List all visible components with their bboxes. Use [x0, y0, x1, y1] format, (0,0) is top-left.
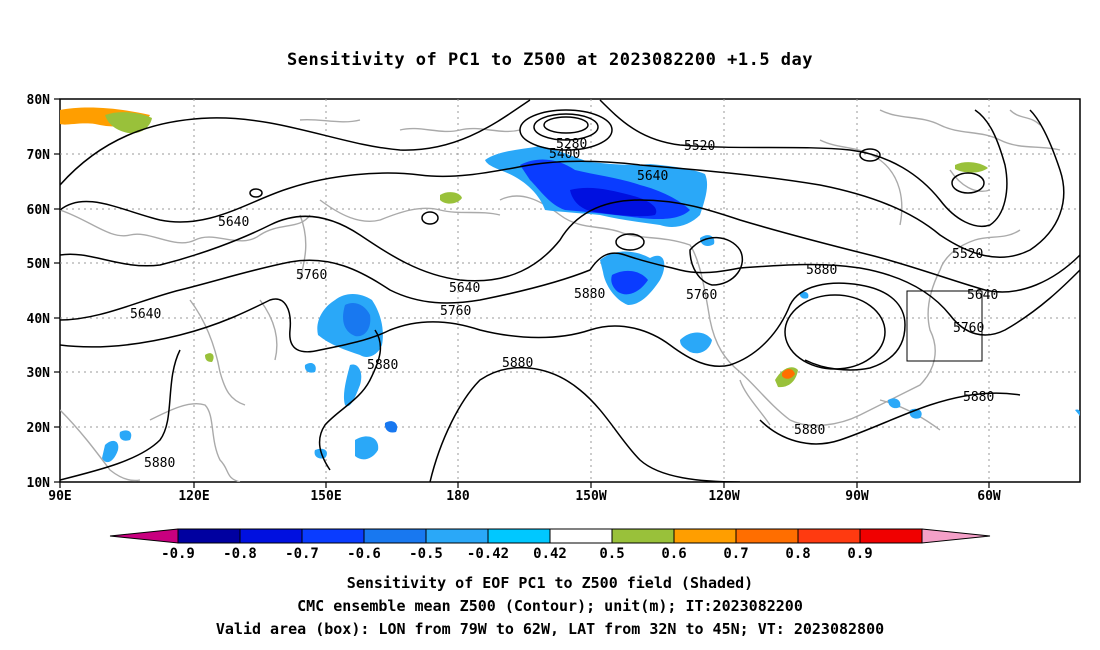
colorbar: -0.9 -0.8 -0.7 -0.6 -0.5 -0.42 0.42 0.5 0.6 0.7 0.…: [109, 528, 991, 562]
caption-valid-area: Valid area (box): LON from 79W to 62W, L…: [215, 620, 885, 638]
colorbar-segment: [177, 528, 241, 544]
contour-label: 5520: [684, 139, 715, 154]
contour-label: 5640: [967, 288, 998, 303]
contour-label: 5640: [218, 215, 249, 230]
colorbar-segment: [301, 528, 365, 544]
colorbar-label: 0.5: [599, 546, 624, 562]
colorbar-label: 0.8: [785, 546, 810, 562]
sensitivity-map: 5280 5400 5520 5640 5640 5640 5640 5520 …: [27, 93, 1081, 562]
colorbar-segment: [673, 528, 737, 544]
colorbar-segment: [239, 528, 303, 544]
contour-label: 5640: [637, 169, 668, 184]
contour-label: 5880: [502, 356, 533, 371]
axis-ticks: [54, 98, 990, 488]
contour-label: 5880: [794, 423, 825, 438]
colorbar-segment: [363, 528, 427, 544]
colorbar-arrow-high: [921, 528, 991, 544]
colorbar-arrow-low: [109, 528, 179, 544]
lat-label: 40N: [27, 312, 51, 327]
colorbar-segment: [735, 528, 799, 544]
colorbar-segment: [549, 528, 613, 544]
contour-label: 5760: [296, 268, 327, 283]
lat-label: 50N: [27, 257, 51, 272]
contour-label: 5760: [686, 288, 717, 303]
caption-shaded: Sensitivity of EOF PC1 to Z500 field (Sh…: [346, 574, 754, 592]
contour-labels: 5280 5400 5520 5640 5640 5640 5640 5520 …: [130, 137, 998, 471]
lon-label: 150E: [310, 489, 341, 504]
contour-label: 5640: [449, 281, 480, 296]
lon-label: 120W: [708, 489, 739, 504]
lat-label: 80N: [27, 93, 51, 108]
caption-contour: CMC ensemble mean Z500 (Contour); unit(m…: [297, 597, 803, 615]
contour-label: 5760: [440, 304, 471, 319]
colorbar-label: 0.9: [847, 546, 872, 562]
contour-label: 5880: [574, 287, 605, 302]
contours: [60, 99, 1080, 482]
contour-label: 5760: [953, 321, 984, 336]
lat-label: 20N: [27, 421, 51, 436]
lon-label: 90W: [845, 489, 869, 504]
contour-label: 5880: [963, 390, 994, 405]
colorbar-label: -0.6: [347, 546, 381, 562]
lon-label: 120E: [178, 489, 209, 504]
gridlines: [60, 99, 1080, 482]
lat-labels: 80N 70N 60N 50N 40N 30N 20N 10N: [27, 93, 51, 491]
contour-label: 5280: [556, 137, 587, 152]
lon-label: 150W: [575, 489, 606, 504]
colorbar-label: -0.8: [223, 546, 257, 562]
lat-label: 60N: [27, 203, 51, 218]
contour-label: 5880: [367, 358, 398, 373]
shaded-fields: [60, 107, 1080, 463]
lon-label: 60W: [977, 489, 1001, 504]
lon-labels: 90E 120E 150E 180 150W 120W 90W 60W: [48, 489, 1001, 504]
contour-label: 5400: [549, 147, 580, 162]
colorbar-label: 0.42: [533, 546, 567, 562]
colorbar-segment: [487, 528, 551, 544]
lat-label: 30N: [27, 366, 51, 381]
lon-label: 90E: [48, 489, 71, 504]
contour-label: 5880: [144, 456, 175, 471]
colorbar-segment: [797, 528, 861, 544]
valid-area-box: [906, 290, 983, 362]
colorbar-label: 0.6: [661, 546, 686, 562]
contour-label: 5520: [952, 247, 983, 262]
colorbar-label: -0.9: [161, 546, 195, 562]
colorbar-label: 0.7: [723, 546, 748, 562]
lon-label: 180: [446, 489, 470, 504]
contour-label: 5880: [806, 263, 837, 278]
colorbar-label: -0.42: [467, 546, 509, 562]
lat-label: 10N: [27, 476, 51, 491]
chart-title: Sensitivity of PC1 to Z500 at 2023082200…: [286, 50, 813, 70]
colorbar-segment: [611, 528, 675, 544]
contour-label: 5640: [130, 307, 161, 322]
colorbar-segment: [859, 528, 923, 544]
colorbar-label: -0.5: [409, 546, 443, 562]
colorbar-segment: [425, 528, 489, 544]
lat-label: 70N: [27, 148, 51, 163]
colorbar-label: -0.7: [285, 546, 319, 562]
